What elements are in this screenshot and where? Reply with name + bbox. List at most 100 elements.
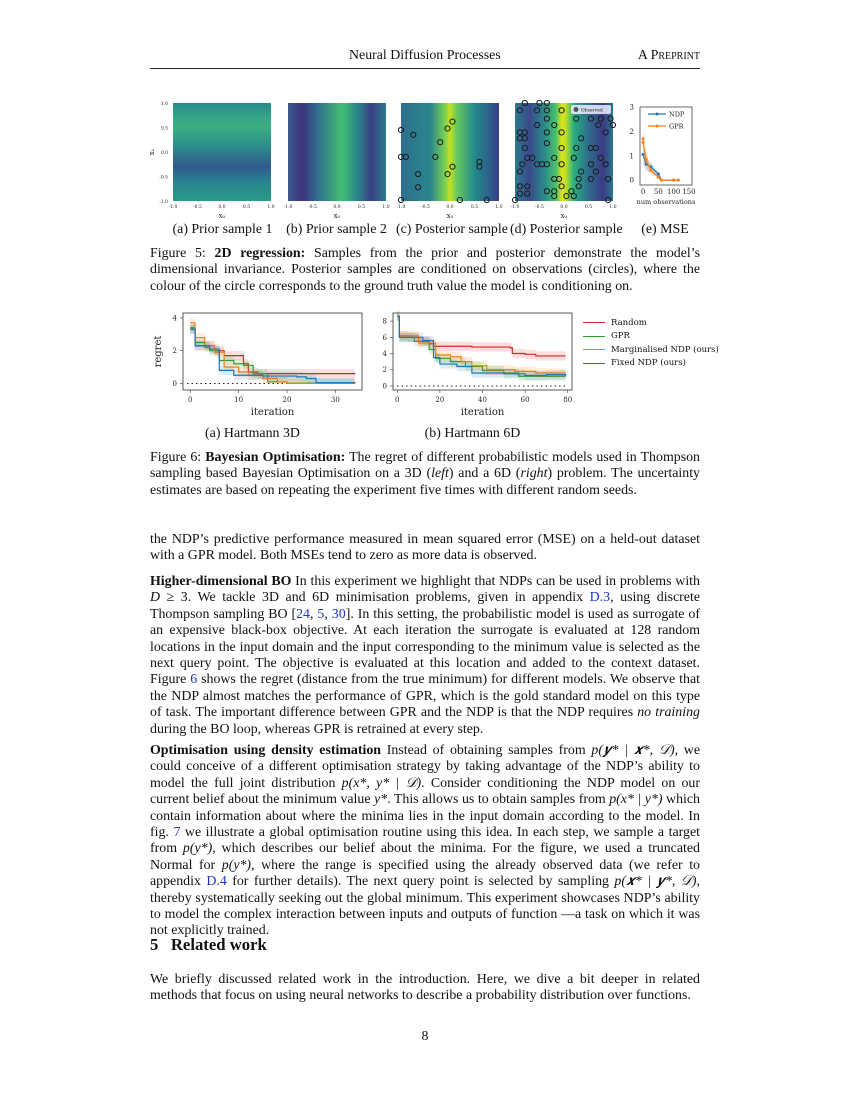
paragraph-text: . Consider conditioning the NDP model on… (150, 775, 701, 808)
legend-marker (655, 124, 659, 128)
y-tick-label: 0.0 (161, 150, 168, 156)
legend-item: Marginalised NDP (ours) (583, 343, 719, 357)
legend-label: Observed (581, 108, 603, 114)
observed-point (558, 183, 565, 190)
reference-link[interactable]: 30 (331, 606, 346, 622)
observed-point (578, 168, 585, 175)
observed-point (533, 107, 541, 114)
observed-point (449, 163, 456, 170)
observed-point (556, 175, 563, 183)
observed-point (602, 129, 609, 136)
paragraph-text: we illustrate a global optimisation rout… (150, 825, 700, 857)
paragraph-text: , we could conceive of a different optim… (150, 743, 700, 791)
observed-point (551, 193, 558, 200)
x-tick-label: 1.0 (609, 204, 616, 210)
paragraph-text: during the BO loop, whereas GPR is retra… (150, 721, 484, 737)
observed-point (592, 144, 599, 152)
paragraph-text: , (324, 606, 332, 622)
paragraph-text: p(x* | y*) (609, 792, 663, 808)
x-tick-label: 1.0 (382, 204, 389, 210)
observed-point (558, 144, 565, 152)
paragraph-text: shows the regret (distance from the true… (150, 672, 700, 721)
observed-point (575, 175, 582, 183)
paragraph-text: We briefly discussed related work in the… (150, 972, 700, 1004)
x-tick-label: 0 (188, 396, 192, 404)
fig6b-caption: (b) Hartmann 6D (424, 426, 521, 441)
paragraph-text: . This allows us to obtain samples from (387, 792, 610, 808)
observed-point (402, 153, 409, 161)
fig6-text: ) problem. The uncertainty estimates are… (150, 466, 700, 498)
preprint-label: A Preprint (637, 48, 700, 63)
observed-point (558, 161, 565, 168)
x-tick-label: 0.0 (218, 204, 225, 210)
y-tick-label: 1 (630, 152, 634, 160)
x-tick-label: 30 (331, 396, 340, 404)
observed-point (605, 175, 612, 183)
figure-5-caption: Figure 5: 2D regression: Samples from th… (150, 246, 700, 295)
section-title: Related work (170, 935, 267, 954)
x-tick-label: 0.5 (585, 204, 592, 210)
x-tick-label: 0.5 (471, 204, 478, 210)
legend-label: Marginalised NDP (ours) (611, 344, 719, 355)
plot-axes (182, 312, 363, 391)
y-tick-label: 4 (383, 350, 388, 358)
legend-label: GPR (611, 331, 630, 342)
observed-point (533, 121, 541, 129)
x-tick-label: -0.5 (308, 204, 317, 210)
reference-link[interactable]: D.3 (589, 590, 611, 606)
paragraph-text: no training (637, 705, 700, 721)
observed-point (511, 196, 519, 204)
paragraph-higher-dimensional-bo: Higher-dimensional BO In this experiment… (150, 574, 700, 738)
x-tick-label: 20 (435, 396, 444, 404)
observed-point (573, 115, 580, 122)
running-title: Neural Diffusion Processes (349, 48, 501, 63)
observed-point (529, 154, 536, 161)
legend-label: NDP (669, 111, 685, 119)
fig6a-caption: (a) Hartmann 3D (205, 426, 300, 441)
mse-point (656, 175, 660, 179)
observed-point (521, 129, 528, 136)
reference-link[interactable]: D.4 (206, 874, 227, 890)
reference-link[interactable]: 5 (317, 606, 325, 622)
observed-point (410, 131, 417, 138)
observed-point (543, 99, 550, 107)
paragraph-text: Instead of obtaining samples from (381, 743, 592, 758)
observed-point (543, 188, 550, 195)
x-tick-label: 0.0 (560, 204, 567, 210)
paragraph-text: , thereby systematically seeking out the… (150, 874, 701, 939)
reference-link[interactable]: 24 (296, 606, 310, 622)
y-tick-label: 0.5 (161, 126, 168, 132)
x-tick-label: 60 (521, 396, 530, 404)
observed-point (524, 190, 531, 197)
x-tick-label: 1.0 (495, 204, 502, 210)
x-axis-label: iteration (461, 407, 505, 418)
y-tick-label: 8 (383, 318, 387, 326)
fig5-text: Samples from the prior and posterior dem… (150, 246, 700, 294)
paragraph-text: p(y*) (182, 841, 213, 857)
heatmap-a (173, 103, 271, 201)
observed-point (543, 129, 550, 136)
mse-point (641, 153, 645, 157)
paragraph-heading: Higher-dimensional BO (150, 574, 292, 589)
fig6-label: Figure 6: (150, 450, 202, 465)
y-tick-label: 1.0 (161, 101, 168, 107)
regret-line-marginalised-ndp-ours- (190, 322, 355, 385)
x-tick-label: -0.5 (193, 204, 202, 210)
y-tick-label: 2 (173, 347, 177, 355)
observed-point (437, 139, 444, 146)
observed-point (568, 188, 575, 195)
mse-axes (639, 106, 693, 186)
uncertainty-band-fixed-ndp-ours- (397, 311, 566, 381)
reference-link[interactable]: 6 (190, 672, 198, 688)
reference-link[interactable]: 7 (173, 825, 181, 841)
x-tick-label: -1.0 (169, 204, 178, 210)
paragraph-text: ≥ 3. We tackle 3D and 6D minimisation pr… (160, 590, 590, 606)
legend-item: Fixed NDP (ours) (583, 357, 719, 371)
paragraph-text: , (310, 606, 318, 622)
observed-point (516, 183, 523, 190)
observed-point (578, 135, 585, 142)
legend-label: Fixed NDP (ours) (611, 358, 686, 369)
observed-point (519, 161, 526, 168)
